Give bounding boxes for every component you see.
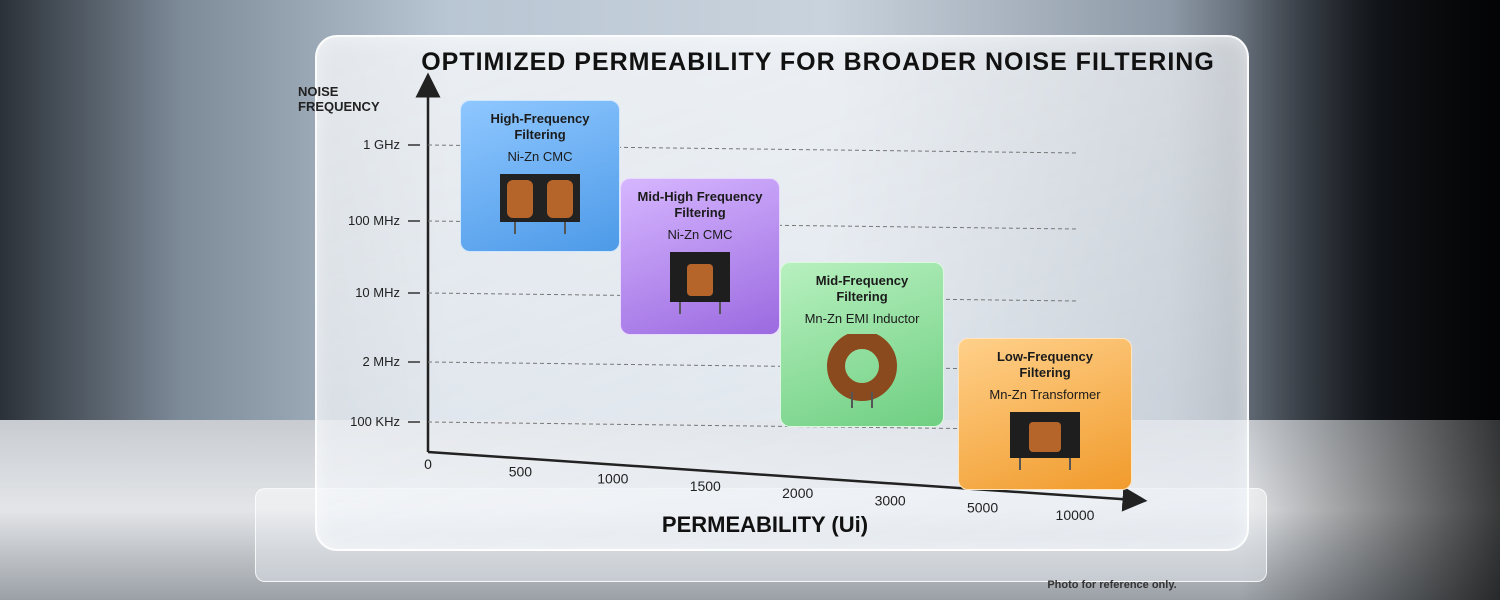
box-subtitle: Mn-Zn EMI Inductor: [804, 311, 920, 326]
x-tick-label: 0: [424, 456, 432, 472]
y-tick-label: 10 MHz: [355, 285, 400, 300]
x-tick-label: 1000: [597, 471, 628, 487]
filter-box: Mid-Frequency Filtering Mn-Zn EMI Induct…: [780, 262, 944, 427]
x-tick-label: 3000: [875, 492, 906, 508]
y-axis-label-box: NOISE FREQUENCY: [298, 84, 380, 114]
y-tick-label: 1 GHz: [363, 137, 400, 152]
box-title: High-Frequency Filtering: [490, 111, 590, 142]
x-axis: [427, 450, 1148, 512]
x-axis-label: PERMEABILITY (Ui): [662, 512, 868, 537]
title: OPTIMIZED PERMEABILITY FOR BROADER NOISE…: [421, 48, 1215, 76]
x-tick-label: 500: [509, 463, 533, 479]
x-tick-label: 2000: [782, 485, 813, 501]
shadow: [1240, 0, 1500, 600]
box-title: Mid-High Frequency Filtering: [637, 189, 763, 220]
box-subtitle: Ni-Zn CMC: [667, 227, 733, 242]
filter-box: High-Frequency Filtering Ni-Zn CMC: [460, 100, 620, 252]
y-tick-label: 2 MHz: [362, 354, 400, 369]
filter-box: Mid-High Frequency Filtering Ni-Zn CMC: [620, 178, 780, 335]
footnote: Photo for reference only.: [1047, 579, 1176, 591]
box-title: Low-Frequency Filtering: [996, 349, 1094, 380]
cmc-icon: [500, 174, 580, 234]
transformer-icon: [1010, 412, 1080, 470]
box-subtitle: Mn-Zn Transformer: [989, 387, 1101, 402]
box-subtitle: Ni-Zn CMC: [507, 149, 573, 164]
box-title: Mid-Frequency Filtering: [815, 273, 909, 304]
filter-box: Low-Frequency Filtering Mn-Zn Transforme…: [958, 338, 1132, 490]
x-tick-label: 1500: [690, 478, 721, 494]
y-tick-label: 100 KHz: [350, 414, 400, 429]
cmc-icon: [670, 252, 730, 314]
x-tick-label: 5000: [967, 500, 998, 516]
y-tick-label: 100 MHz: [348, 213, 400, 228]
x-tick-label: 10000: [1056, 507, 1095, 523]
y-axis-label: NOISE FREQUENCY: [298, 84, 380, 114]
toroid-icon: [827, 334, 897, 408]
